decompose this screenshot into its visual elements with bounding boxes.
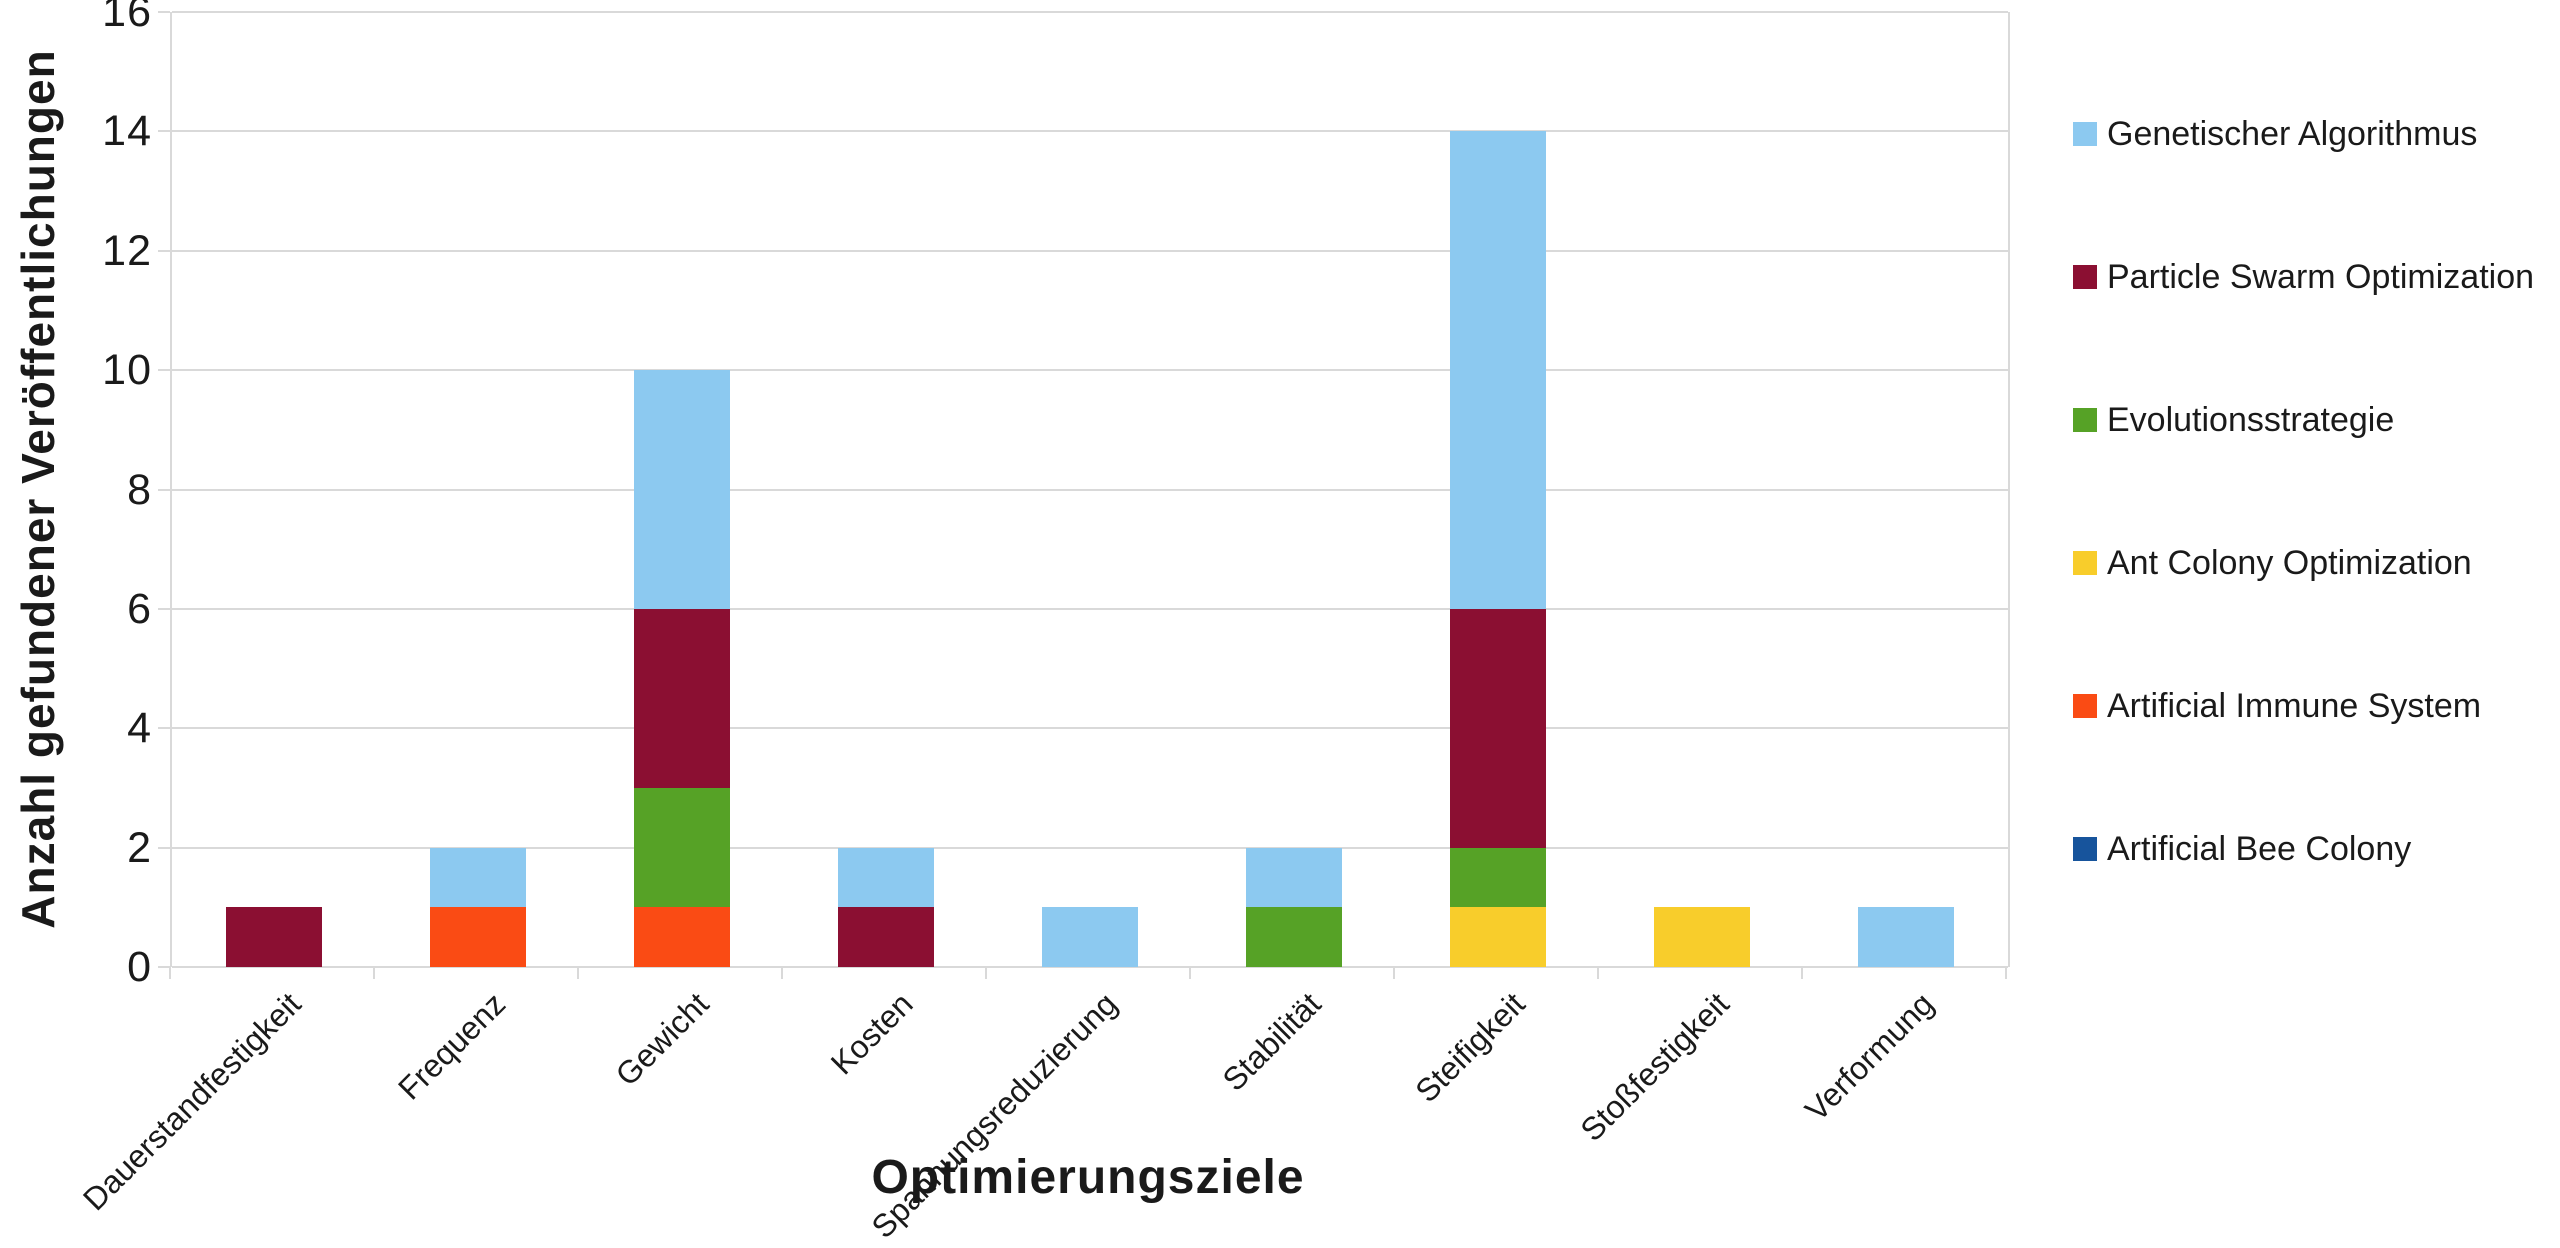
bar-segment [634,370,730,609]
bar-segment [1450,131,1546,609]
x-axis-title: Optimierungsziele [871,1151,1305,1204]
y-tick-label: 12 [102,226,152,275]
legend-item: Genetischer Algorithmus [2073,117,2477,151]
legend-label: Ant Colony Optimization [2107,544,2472,582]
gridline [172,369,2008,372]
y-tick-label: 8 [127,465,152,514]
gridline [172,11,2008,13]
y-tick-label: 6 [127,584,152,633]
x-tick-mark [781,967,783,979]
bar-segment [430,907,526,967]
x-category-label: Frequenz [390,985,513,1107]
bar-segment [1450,608,1546,848]
bar-segment [430,847,526,908]
legend-item: Particle Swarm Optimization [2073,260,2534,294]
bar-segment [1450,847,1546,908]
legend-item: Ant Colony Optimization [2073,546,2472,580]
legend-label: Particle Swarm Optimization [2107,258,2535,296]
gridline [172,727,2008,730]
x-tick-mark [373,967,375,979]
bar-segment [1246,847,1342,908]
legend-item: Artificial Immune System [2073,689,2481,723]
y-tick-mark [158,727,170,730]
x-tick-mark [577,967,579,979]
y-tick-label: 14 [102,107,152,156]
x-tick-mark [1597,967,1599,979]
x-tick-mark [985,967,987,979]
bar-segment [634,608,730,788]
x-tick-mark [1189,967,1191,979]
gridline [172,249,2008,252]
legend-label: Artificial Immune System [2107,687,2482,725]
y-tick-label: 4 [127,704,152,753]
x-category-label: Stoßfestigkeit [1573,985,1737,1149]
bar-segment [634,907,730,967]
y-tick-mark [158,846,170,849]
bar-segment [1246,907,1342,967]
y-tick-label: 16 [102,0,152,36]
gridline [172,846,2008,849]
plot-area [170,11,2010,968]
bar-segment [1042,907,1138,967]
y-tick-mark [158,369,170,372]
bar-segment [226,907,322,967]
y-tick-label: 2 [127,823,152,872]
x-tick-mark [1393,967,1395,979]
legend-item: Evolutionsstrategie [2073,403,2394,437]
x-category-label: Steifigkeit [1408,985,1533,1110]
legend-swatch-icon [2073,551,2097,575]
y-tick-mark [158,966,170,968]
x-tick-mark [1801,967,1803,979]
legend-item: Artificial Bee Colony [2073,832,2411,866]
legend-swatch-icon [2073,694,2097,718]
legend-swatch-icon [2073,265,2097,289]
y-tick-label: 0 [127,943,152,991]
bar-segment [1654,907,1750,967]
bar-segment [634,787,730,908]
legend-swatch-icon [2073,837,2097,861]
legend-label: Evolutionsstrategie [2107,401,2395,439]
gridline [172,130,2008,133]
y-tick-mark [158,130,170,133]
x-category-label: Kosten [824,985,921,1082]
x-tick-mark [2005,967,2007,979]
y-tick-mark [158,249,170,252]
legend-label: Artificial Bee Colony [2107,830,2412,868]
bar-segment [1450,907,1546,967]
y-tick-mark [158,11,170,13]
gridline [172,607,2008,610]
x-category-label: Verformung [1797,985,1941,1129]
x-category-label: Gewicht [608,985,717,1093]
gridline [172,966,2008,968]
legend-swatch-icon [2073,122,2097,146]
bar-segment [1858,907,1954,967]
bar-segment [838,907,934,967]
y-tick-label: 10 [102,346,152,395]
x-category-label: Stabilität [1215,985,1329,1098]
y-tick-mark [158,488,170,491]
gridline [172,488,2008,491]
x-tick-mark [169,967,171,979]
y-tick-mark [158,607,170,610]
legend-label: Genetischer Algorithmus [2107,115,2478,153]
x-category-label: Dauerstandfestigkeit [76,985,309,1218]
legend-swatch-icon [2073,408,2097,432]
bar-segment [838,847,934,908]
